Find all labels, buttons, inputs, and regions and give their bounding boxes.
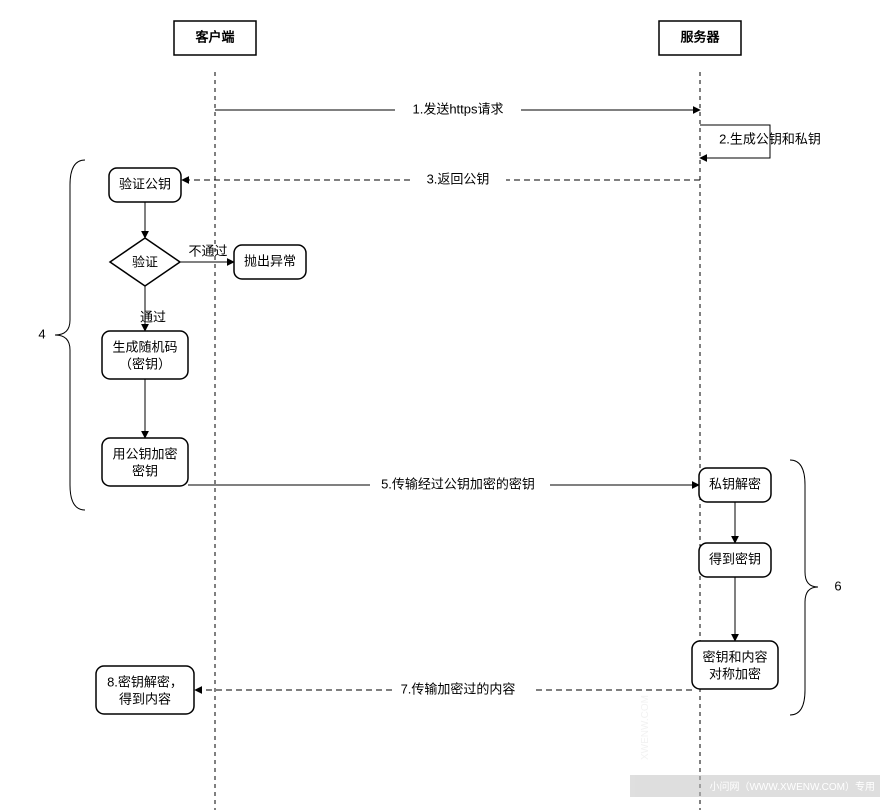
participant-client-label: 客户端 — [195, 29, 234, 44]
watermark: 小问网（WWW.XWENW.COM）专用 XWENW.COM — [630, 695, 880, 797]
watermark-side: XWENW.COM — [640, 695, 651, 760]
brace-right: 6 — [790, 460, 842, 715]
node-sym-enc-l1: 密钥和内容 — [702, 649, 767, 664]
brace-left-label: 4 — [38, 326, 45, 341]
msg-7: 7.传输加密过的内容 — [195, 680, 692, 698]
node-final-decrypt-l1: 8.密钥解密， — [107, 674, 183, 689]
node-encrypt-key-l1: 用公钥加密 — [112, 446, 177, 461]
msg-5-label: 5.传输经过公钥加密的密钥 — [381, 476, 535, 491]
participant-server-label: 服务器 — [680, 29, 720, 44]
node-gen-random-l2: （密钥） — [119, 356, 171, 371]
node-verify-pubkey: 验证公钥 — [109, 168, 181, 202]
label-pass: 通过 — [140, 309, 166, 324]
participant-client: 客户端 — [174, 21, 256, 55]
node-gen-random: 生成随机码 （密钥） — [102, 331, 188, 379]
sequence-diagram: 客户端 服务器 1.发送https请求 2.生成公钥和私钥 3.返回公钥 验证公… — [0, 0, 887, 810]
msg-3-label: 3.返回公钥 — [427, 171, 490, 186]
msg-1: 1.发送https请求 — [215, 100, 700, 118]
node-encrypt-key-l2: 密钥 — [132, 463, 158, 478]
node-symmetric-encrypt: 密钥和内容 对称加密 — [692, 641, 778, 689]
node-verify-pubkey-label: 验证公钥 — [119, 176, 171, 191]
node-got-key: 得到密钥 — [699, 543, 771, 577]
brace-left: 4 — [38, 160, 85, 510]
participant-server: 服务器 — [659, 21, 741, 55]
msg-5: 5.传输经过公钥加密的密钥 — [188, 475, 699, 493]
node-got-key-label: 得到密钥 — [709, 551, 761, 566]
node-decision-label: 验证 — [132, 254, 158, 269]
msg-1-label: 1.发送https请求 — [412, 101, 503, 116]
node-private-decrypt-label: 私钥解密 — [709, 476, 761, 491]
node-throw-exception: 抛出异常 — [234, 245, 306, 279]
node-final-decrypt: 8.密钥解密， 得到内容 — [96, 666, 194, 714]
node-sym-enc-l2: 对称加密 — [709, 666, 761, 681]
label-fail: 不通过 — [188, 243, 227, 258]
msg-7-label: 7.传输加密过的内容 — [401, 681, 516, 696]
msg-3: 3.返回公钥 — [182, 170, 700, 188]
msg-2-self: 2.生成公钥和私钥 — [700, 125, 821, 158]
node-gen-random-l1: 生成随机码 — [112, 339, 177, 354]
node-private-decrypt: 私钥解密 — [699, 468, 771, 502]
watermark-text: 小问网（WWW.XWENW.COM）专用 — [709, 780, 875, 793]
node-encrypt-key: 用公钥加密 密钥 — [102, 438, 188, 486]
node-throw-label: 抛出异常 — [244, 253, 296, 268]
msg-2-label: 2.生成公钥和私钥 — [719, 131, 821, 146]
node-decision-verify: 验证 — [110, 238, 180, 286]
node-final-decrypt-l2: 得到内容 — [119, 691, 171, 706]
brace-right-label: 6 — [834, 578, 841, 593]
